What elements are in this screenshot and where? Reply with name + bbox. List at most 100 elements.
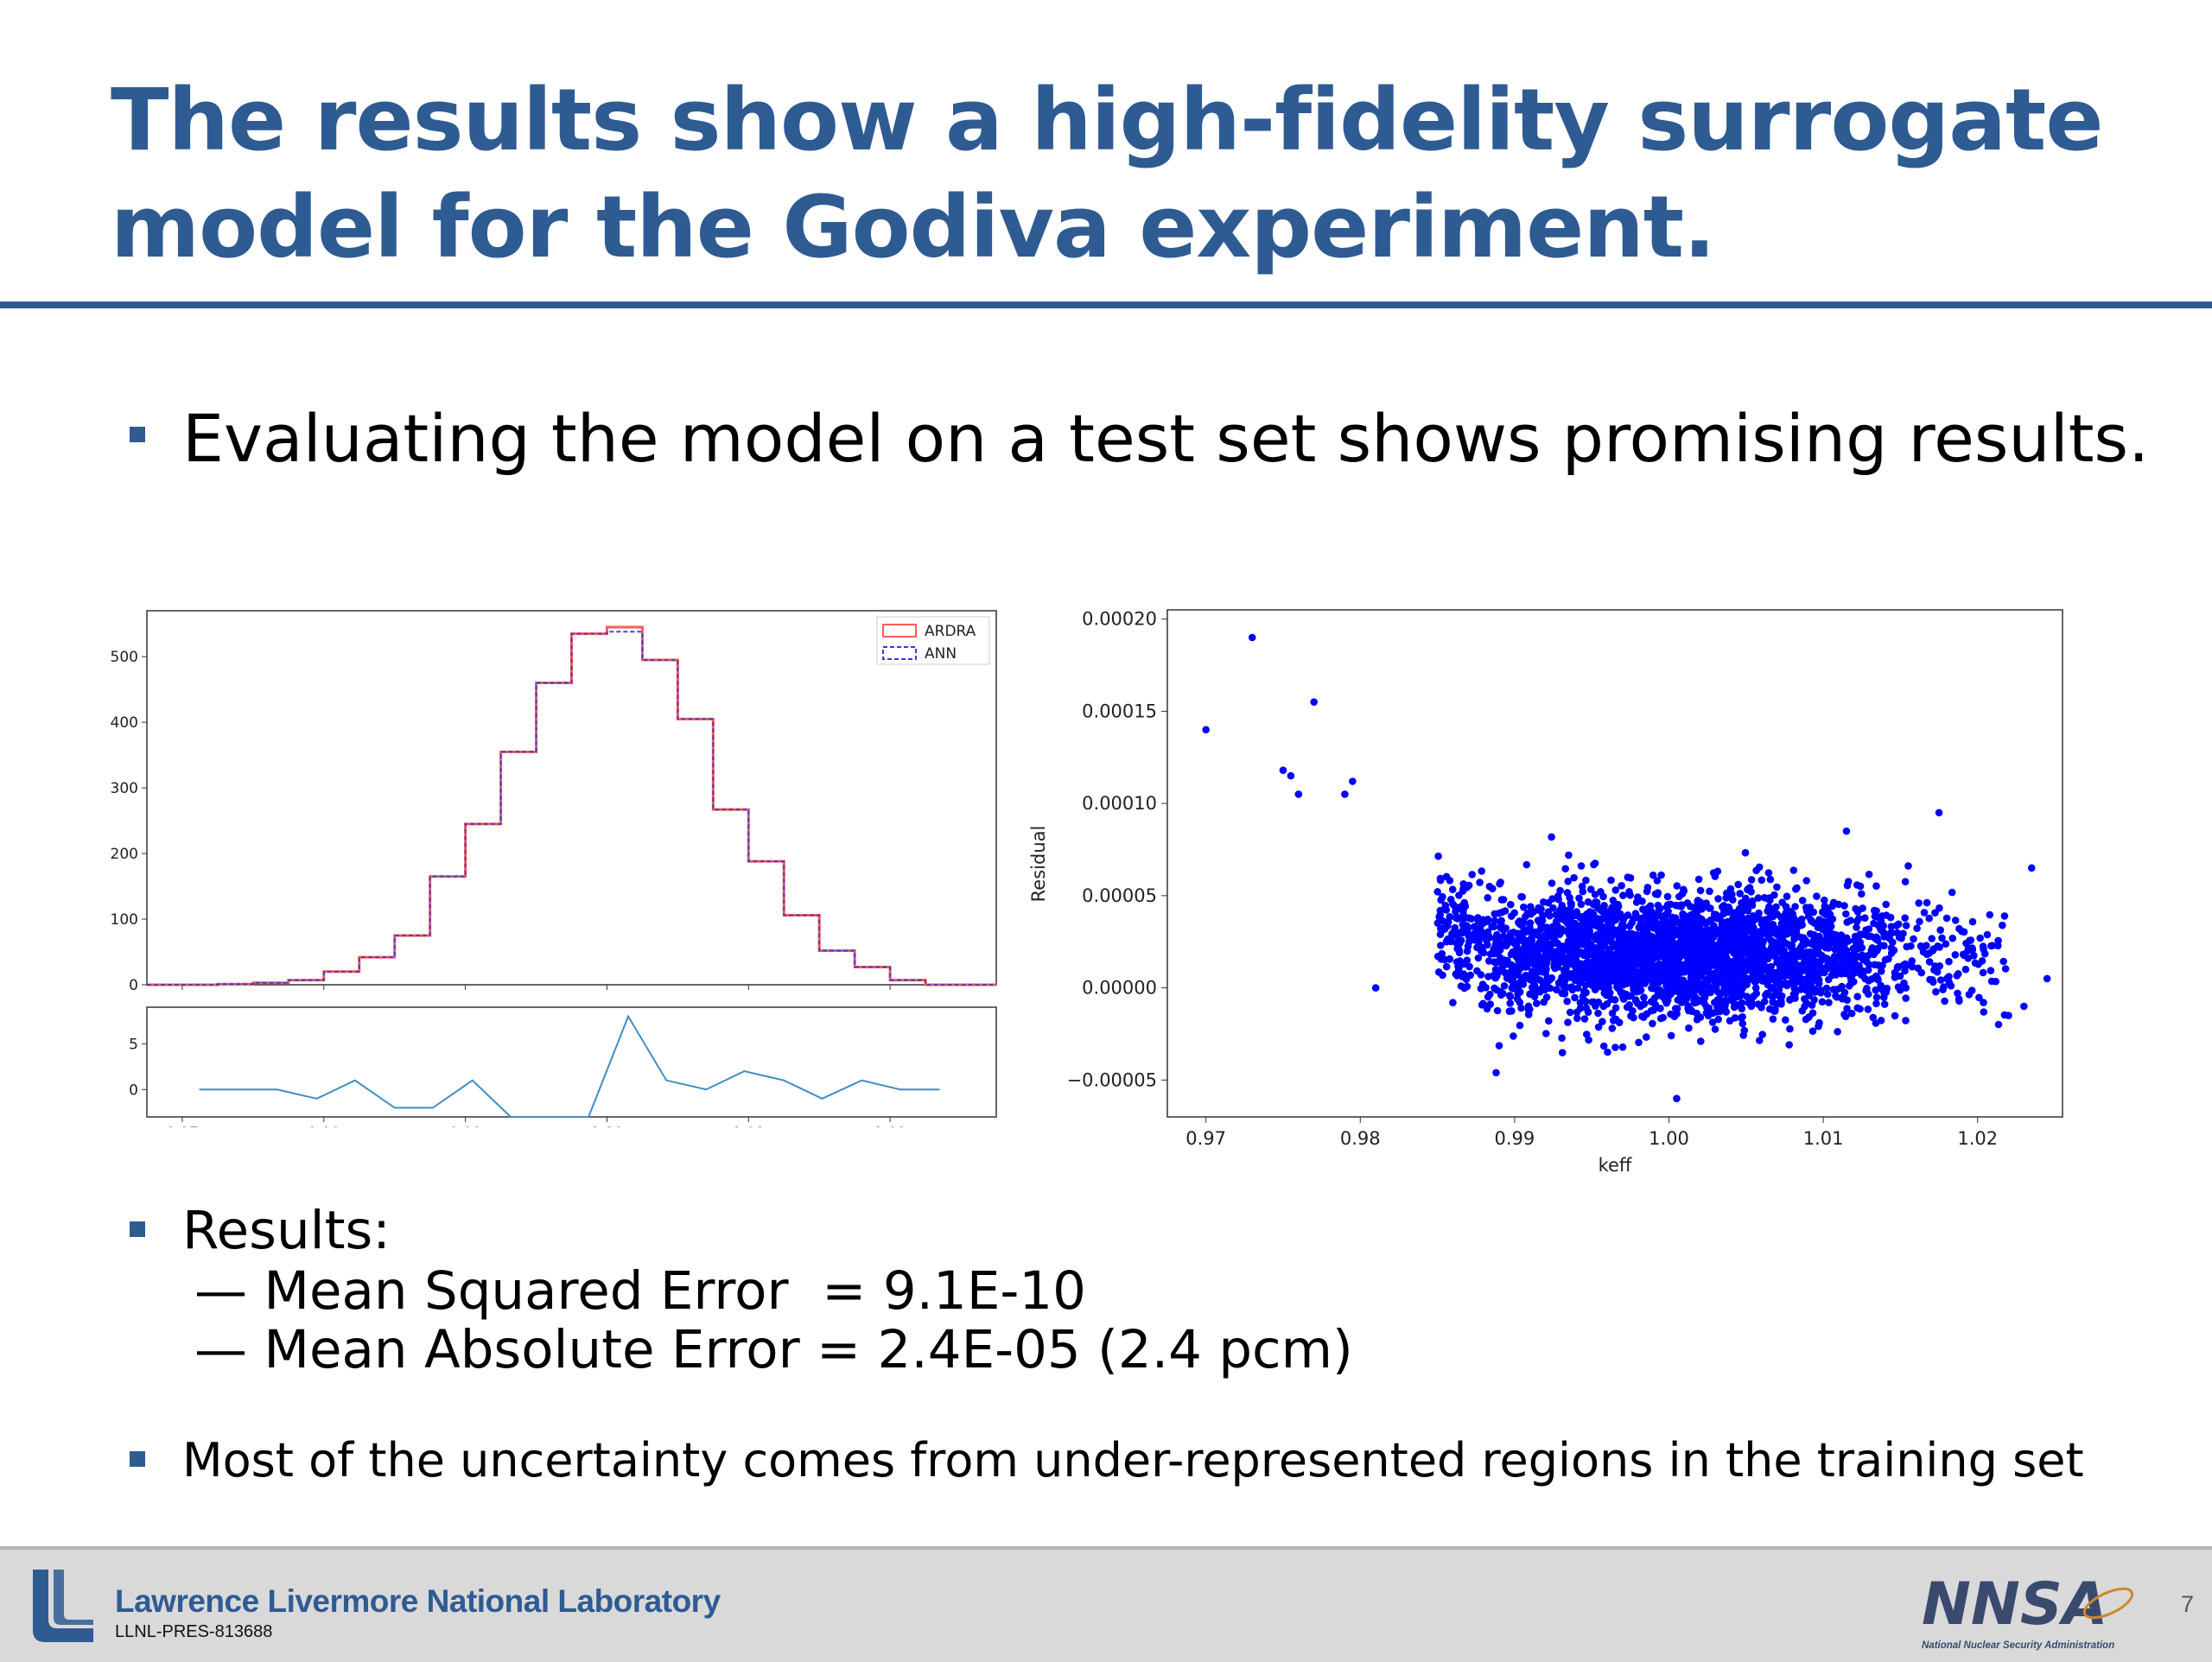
scatter-point: [1745, 955, 1754, 963]
scatter-point: [1553, 939, 1560, 948]
scatter-point: [1564, 944, 1572, 952]
scatter-point: [1769, 998, 1777, 1006]
scatter-point: [1929, 945, 1938, 953]
scatter-point: [1533, 999, 1541, 1007]
scatter-point: [1644, 906, 1652, 915]
scatter-point: [1520, 937, 1528, 946]
scatter-point: [1519, 952, 1527, 961]
scatter-point: [1765, 903, 1773, 911]
scatter-point: [1628, 929, 1636, 938]
scatter-point: [1880, 993, 1888, 1001]
scatter-point: [1590, 860, 1598, 869]
footer-bar: [0, 1546, 2212, 1662]
scatter-point: [1503, 935, 1512, 942]
scatter-point: [1497, 879, 1504, 886]
scatter-point: [1493, 943, 1502, 952]
scatter-point: [1513, 995, 1522, 1003]
scatter-point: [1741, 848, 1750, 857]
scatter-point: [1685, 992, 1693, 999]
scatter-point: [1821, 896, 1828, 904]
scatter-point: [1442, 962, 1451, 971]
scatter-point: [1287, 771, 1295, 780]
scatter-point: [1666, 925, 1674, 934]
scatter-point: [1638, 921, 1647, 929]
scatter-point: [1294, 790, 1303, 798]
scatter-point: [1811, 976, 1819, 984]
scatter-point: [1960, 928, 1968, 936]
scatter-point: [1806, 904, 1815, 911]
scatter-point: [1828, 902, 1836, 910]
scatter-point: [1594, 1023, 1603, 1031]
scatter-point: [1613, 955, 1622, 964]
scatter-point: [1665, 976, 1673, 985]
scatter-point: [1624, 954, 1633, 961]
scatter-point: [1872, 999, 1880, 1008]
bullet-text: Evaluating the model on a test set shows…: [182, 400, 2150, 477]
scatter-point: [1822, 923, 1830, 930]
scatter-point: [1931, 909, 1939, 917]
scatter-point: [1872, 882, 1880, 890]
scatter-point: [1439, 926, 1447, 934]
scatter-point: [1704, 981, 1712, 989]
x-tick-label: 1.00: [591, 1125, 624, 1127]
scatter-point: [1936, 904, 1943, 912]
scatter-point: [1823, 990, 1832, 999]
scatter-point: [1649, 871, 1657, 879]
scatter-point: [2005, 1012, 2012, 1019]
scatter-point: [1942, 974, 1951, 983]
scatter-point: [1544, 908, 1553, 916]
scatter-point: [1473, 967, 1481, 975]
x-tick-label: 1.01: [732, 1125, 765, 1127]
scatter-point: [1669, 940, 1678, 948]
scatter-point: [1448, 885, 1457, 893]
scatter-point: [1913, 924, 1921, 932]
scatter-point: [1980, 999, 1987, 1006]
scatter-point: [1807, 916, 1815, 924]
scatter-point: [1541, 946, 1549, 955]
scatter-point: [1500, 982, 1509, 990]
scatter-point: [1721, 1001, 1729, 1010]
scatter-point: [1787, 950, 1795, 959]
scatter-point: [1706, 887, 1713, 896]
scatter-point: [1706, 971, 1713, 979]
scatter-point: [1599, 907, 1606, 916]
scatter-point: [1767, 984, 1776, 993]
scatter-point: [1845, 982, 1853, 990]
scatter-point: [1571, 962, 1579, 970]
scatter-point: [1861, 974, 1869, 983]
scatter-point: [1979, 968, 1987, 977]
scatter-point: [1467, 915, 1476, 923]
scatter-point: [1675, 892, 1683, 901]
scatter-point: [1590, 973, 1599, 980]
scatter-point: [1586, 978, 1593, 986]
scatter-point: [1836, 965, 1844, 974]
scatter-point: [1573, 929, 1580, 936]
scatter-point: [1508, 1007, 1516, 1015]
scatter-point: [1453, 915, 1462, 923]
scatter-point: [1657, 871, 1665, 879]
scatter-point: [1840, 988, 1849, 997]
difference-plot-frame: [146, 1006, 997, 1118]
scatter-point: [1446, 913, 1454, 921]
scatter-point: [1748, 898, 1756, 905]
scatter-point: [1585, 934, 1593, 942]
scatter-point: [1573, 1008, 1581, 1017]
legend-label-ann: ANN: [925, 645, 957, 663]
scatter-point: [1713, 926, 1721, 935]
scatter-point: [1602, 975, 1611, 984]
scatter-point: [1708, 961, 1717, 969]
scatter-point: [1738, 1005, 1746, 1012]
scatter-point: [1712, 910, 1720, 919]
scatter-point: [1522, 860, 1531, 869]
scatter-point: [1575, 894, 1583, 903]
scatter-point: [1597, 951, 1605, 960]
scatter-point: [1456, 929, 1465, 936]
scatter-point: [1802, 877, 1810, 885]
scatter-point: [1515, 929, 1523, 938]
scatter-point: [1723, 889, 1731, 898]
scatter-point: [1673, 1010, 1681, 1018]
scatter-point: [1629, 1006, 1637, 1015]
scatter-point: [1755, 909, 1763, 917]
scatter-point: [1747, 1002, 1756, 1011]
scatter-point: [1737, 1014, 1745, 1022]
